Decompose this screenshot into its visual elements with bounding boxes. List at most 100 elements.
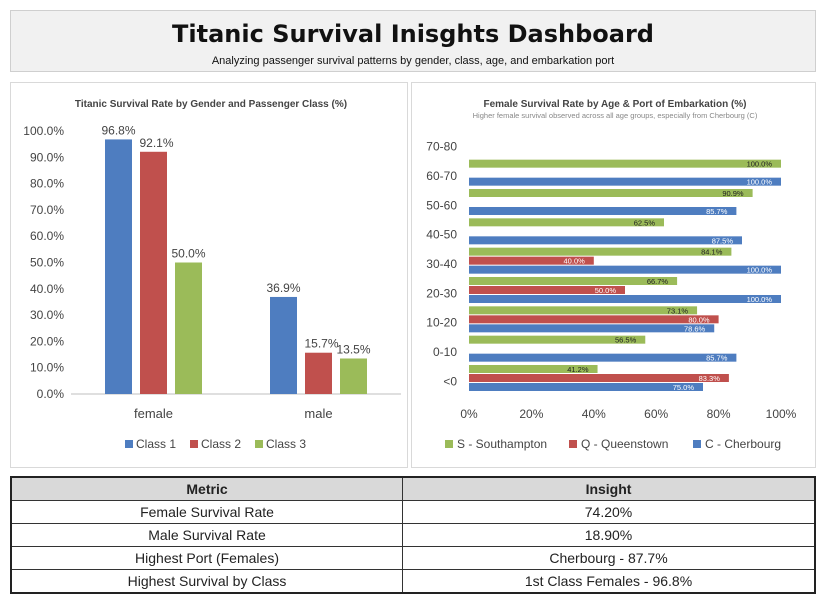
- data-label: 83.3%: [699, 374, 721, 383]
- dashboard-header: Titanic Survival Inisghts Dashboard Anal…: [10, 10, 816, 72]
- y-tick-label: 20.0%: [30, 334, 64, 348]
- data-label: 13.5%: [336, 342, 370, 356]
- legend-label: S - Southampton: [457, 437, 547, 451]
- chart-title: Female Survival Rate by Age & Port of Em…: [483, 99, 746, 110]
- x-tick-label: 0%: [460, 407, 478, 421]
- x-category-label: female: [134, 406, 173, 421]
- bar-class-3: [340, 358, 367, 394]
- class-gender-bar-chart: Titanic Survival Rate by Gender and Pass…: [23, 99, 401, 451]
- bar-s: [469, 306, 698, 315]
- data-label: 15.7%: [304, 337, 338, 351]
- bar-s: [469, 277, 678, 285]
- y-category-label: 10-20: [426, 316, 457, 330]
- data-label: 50.0%: [171, 247, 205, 261]
- legend-swatch: [255, 440, 263, 448]
- insights-table: Metric Insight Female Survival Rate 74.2…: [10, 476, 816, 594]
- y-tick-label: 70.0%: [30, 203, 64, 217]
- legend-swatch: [125, 440, 133, 448]
- legend-swatch: [569, 440, 577, 448]
- data-label: 66.7%: [647, 277, 669, 286]
- data-label: 87.5%: [712, 236, 734, 245]
- data-label: 100.0%: [747, 178, 773, 187]
- y-tick-label: 100.0%: [23, 124, 64, 138]
- insight-cell: 18.90%: [402, 523, 816, 547]
- bar-s: [469, 159, 781, 168]
- class-gender-chart-panel: Titanic Survival Rate by Gender and Pass…: [10, 82, 408, 468]
- x-tick-label: 80%: [707, 407, 731, 421]
- bar-q: [469, 256, 594, 265]
- column-header-insight: Insight: [402, 476, 816, 501]
- bar-c: [469, 177, 781, 186]
- y-category-label: 30-40: [426, 257, 457, 271]
- page-subtitle: Analyzing passenger survival patterns by…: [211, 55, 615, 67]
- y-tick-label: 60.0%: [30, 229, 64, 243]
- data-label: 84.1%: [701, 248, 723, 257]
- bar-s: [469, 218, 664, 227]
- y-tick-label: 50.0%: [30, 256, 64, 270]
- data-label: 92.1%: [139, 136, 173, 150]
- y-tick-label: 30.0%: [30, 308, 64, 322]
- insight-cell: 74.20%: [402, 500, 816, 524]
- age-port-chart-panel: Female Survival Rate by Age & Port of Em…: [411, 82, 816, 468]
- legend-label: Class 2: [201, 437, 241, 451]
- y-category-label: 40-50: [426, 228, 457, 242]
- data-label: 85.7%: [706, 207, 728, 216]
- data-label: 96.8%: [101, 123, 135, 137]
- table-header-row: Metric Insight: [10, 476, 816, 501]
- bar-c: [469, 265, 781, 274]
- legend-swatch: [445, 440, 453, 448]
- table-row: Highest Survival by Class 1st Class Fema…: [10, 569, 816, 594]
- metric-cell: Highest Port (Females): [10, 546, 404, 570]
- y-category-label: 50-60: [426, 198, 457, 212]
- legend-swatch: [693, 440, 701, 448]
- bar-class-2: [140, 151, 167, 394]
- data-label: 78.6%: [684, 324, 706, 333]
- y-category-label: <0: [443, 374, 457, 388]
- data-label: 75.0%: [673, 383, 695, 392]
- data-label: 41.2%: [567, 365, 589, 374]
- column-header-metric: Metric: [10, 476, 404, 501]
- metric-cell: Male Survival Rate: [10, 523, 404, 547]
- metric-cell: Female Survival Rate: [10, 500, 404, 524]
- age-port-bar-chart: Female Survival Rate by Age & Port of Em…: [426, 99, 797, 451]
- bar-c: [469, 207, 737, 215]
- bar-class-3: [175, 262, 202, 394]
- y-category-label: 70-80: [426, 140, 457, 154]
- y-tick-label: 80.0%: [30, 177, 64, 191]
- x-tick-label: 40%: [582, 407, 606, 421]
- x-tick-label: 20%: [519, 407, 543, 421]
- bar-q: [469, 374, 729, 382]
- data-label: 73.1%: [667, 306, 689, 315]
- legend-label: Q - Queenstown: [581, 437, 668, 451]
- x-tick-label: 100%: [766, 407, 797, 421]
- data-label: 90.9%: [722, 189, 744, 198]
- chart-subtitle: Higher female survival observed across a…: [473, 111, 758, 120]
- bar-class-1: [270, 296, 297, 394]
- table-row: Male Survival Rate 18.90%: [10, 523, 816, 547]
- y-tick-label: 0.0%: [37, 387, 65, 401]
- legend-label: C - Cherbourg: [705, 437, 781, 451]
- bar-q: [469, 315, 719, 324]
- legend-label: Class 1: [136, 437, 176, 451]
- bar-s: [469, 247, 732, 256]
- bar-c: [469, 324, 715, 333]
- y-tick-label: 90.0%: [30, 150, 64, 164]
- bar-class-1: [105, 139, 132, 394]
- insight-cell: Cherbourg - 87.7%: [402, 546, 816, 570]
- y-category-label: 60-70: [426, 169, 457, 183]
- y-category-label: 0-10: [433, 345, 457, 359]
- data-label: 36.9%: [266, 281, 300, 295]
- data-label: 80.0%: [688, 315, 710, 324]
- bar-s: [469, 335, 646, 344]
- bar-s: [469, 189, 753, 197]
- bar-s: [469, 365, 598, 373]
- data-label: 100.0%: [747, 160, 773, 169]
- data-label: 62.5%: [634, 218, 656, 227]
- chart-title: Titanic Survival Rate by Gender and Pass…: [75, 99, 347, 110]
- y-category-label: 20-30: [426, 286, 457, 300]
- bar-class-2: [305, 352, 332, 394]
- data-label: 85.7%: [706, 354, 728, 363]
- x-tick-label: 60%: [644, 407, 668, 421]
- bar-c: [469, 383, 703, 391]
- data-label: 50.0%: [595, 286, 617, 295]
